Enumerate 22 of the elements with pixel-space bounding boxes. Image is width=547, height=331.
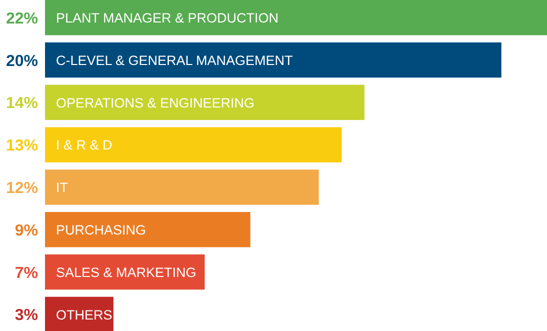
data-label: 7% — [14, 264, 38, 282]
y-tick-label: PURCHASING — [56, 222, 146, 238]
y-tick-label: SALES & MARKETING — [56, 264, 196, 280]
data-label: 22% — [6, 10, 38, 28]
data-label: 20% — [6, 52, 38, 70]
bar — [45, 127, 342, 162]
y-tick-label: IT — [56, 180, 68, 196]
y-tick-label: OTHERS — [56, 307, 112, 322]
data-label: 13% — [6, 138, 38, 155]
bar — [45, 84, 364, 120]
y-tick-label: OPERATIONS & ENGINEERING — [56, 95, 255, 110]
bar — [45, 212, 250, 248]
y-tick-label: C-LEVEL & GENERAL MANAGEMENT — [56, 52, 293, 68]
y-tick-label: PLANT MANAGER & PRODUCTION — [56, 10, 279, 26]
bar — [45, 42, 502, 78]
y-tick-label: I & R & D — [56, 138, 113, 153]
data-label: 3% — [14, 307, 38, 324]
bar — [45, 170, 319, 205]
data-label: 12% — [6, 180, 38, 197]
data-label: 14% — [6, 95, 38, 112]
data-label: 9% — [14, 222, 38, 240]
bar — [45, 0, 547, 36]
